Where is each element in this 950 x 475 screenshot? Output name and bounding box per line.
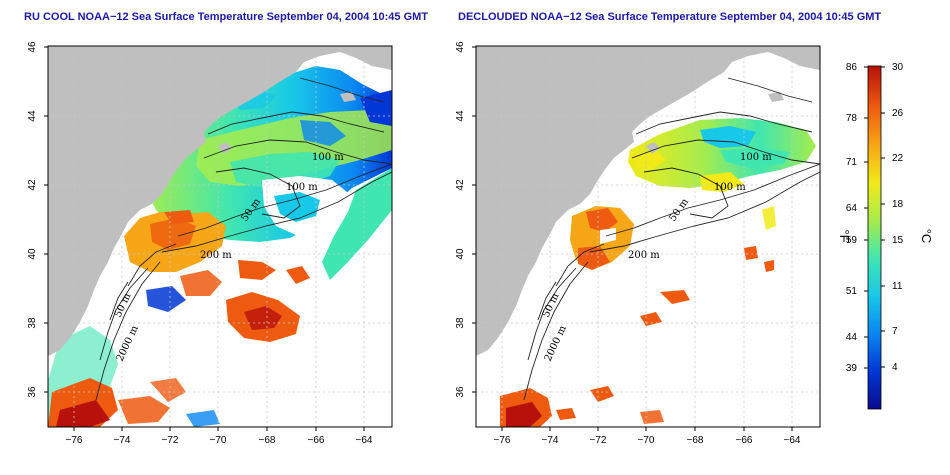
left-map-frame bbox=[47, 45, 393, 428]
right-sst-field bbox=[476, 108, 816, 427]
right-grid-lines bbox=[476, 46, 820, 427]
left-contour-label: 100 m bbox=[286, 182, 318, 193]
y-tick-label: 36 bbox=[455, 386, 466, 398]
celsius-unit-label: °C bbox=[919, 229, 934, 244]
right-contour-label: 100 m bbox=[740, 152, 772, 163]
right-axis-ticks bbox=[472, 46, 793, 431]
right-map-panel: 100 m 100 m 50 m 200 m 50 m 2000 m −76 −… bbox=[455, 41, 821, 446]
celsius-tick-label: 18 bbox=[892, 199, 904, 210]
celsius-tick-label: 26 bbox=[892, 108, 904, 119]
right-bathymetry-contours bbox=[523, 77, 820, 401]
temperature-colorbar: 86 78 71 64 59 51 44 39 30 26 22 18 15 1… bbox=[837, 62, 934, 410]
y-tick-label: 42 bbox=[455, 179, 466, 191]
right-y-axis: 36 38 40 42 44 46 bbox=[455, 41, 466, 398]
celsius-tick-label: 22 bbox=[892, 153, 904, 164]
left-axis-ticks bbox=[44, 46, 365, 431]
celsius-tick-label: 4 bbox=[892, 362, 898, 373]
right-land-mass bbox=[476, 46, 820, 356]
right-contour-label: 100 m bbox=[714, 182, 746, 193]
y-tick-label: 40 bbox=[27, 248, 38, 260]
right-contour-label: 200 m bbox=[628, 250, 660, 261]
x-tick-label: −70 bbox=[638, 435, 655, 446]
fahrenheit-tick-label: 39 bbox=[846, 363, 858, 374]
y-tick-label: 38 bbox=[27, 317, 38, 329]
celsius-ticks: 30 26 22 18 15 11 7 4 bbox=[892, 62, 904, 373]
x-tick-label: −64 bbox=[784, 435, 801, 446]
x-tick-label: −74 bbox=[542, 435, 559, 446]
y-tick-label: 40 bbox=[455, 248, 466, 260]
fahrenheit-tick-label: 44 bbox=[846, 332, 858, 343]
fahrenheit-tick-label: 59 bbox=[846, 235, 858, 246]
celsius-tick-label: 15 bbox=[892, 235, 904, 246]
y-tick-label: 46 bbox=[27, 41, 38, 53]
x-tick-label: −68 bbox=[687, 435, 704, 446]
y-tick-label: 38 bbox=[455, 317, 466, 329]
left-contour-label: 200 m bbox=[200, 250, 232, 261]
x-tick-label: −76 bbox=[494, 435, 511, 446]
y-tick-label: 42 bbox=[27, 179, 38, 191]
x-tick-label: −66 bbox=[308, 435, 325, 446]
y-tick-label: 44 bbox=[27, 110, 38, 122]
x-tick-label: −74 bbox=[114, 435, 131, 446]
left-map-title: RU COOL NOAA−12 Sea Surface Temperature … bbox=[24, 11, 429, 23]
celsius-tick-label: 11 bbox=[892, 281, 903, 292]
left-grid-lines bbox=[48, 46, 392, 427]
right-map-frame bbox=[475, 45, 821, 428]
fahrenheit-tick-label: 51 bbox=[846, 286, 858, 297]
colorbar-gradient bbox=[868, 66, 881, 409]
y-tick-label: 36 bbox=[27, 386, 38, 398]
colorbar-frame bbox=[867, 65, 882, 410]
celsius-tick-label: 30 bbox=[892, 62, 904, 73]
x-tick-label: −64 bbox=[356, 435, 373, 446]
left-y-axis: 36 38 40 42 44 46 bbox=[27, 41, 38, 398]
left-bathymetry-contours bbox=[95, 77, 392, 401]
x-tick-label: −72 bbox=[590, 435, 607, 446]
fahrenheit-unit-label: °F bbox=[837, 229, 852, 242]
x-tick-label: −66 bbox=[736, 435, 753, 446]
x-tick-label: −76 bbox=[66, 435, 83, 446]
fahrenheit-ticks: 86 78 71 64 59 51 44 39 bbox=[846, 62, 858, 374]
y-tick-label: 46 bbox=[455, 41, 466, 53]
x-tick-label: −68 bbox=[259, 435, 276, 446]
x-tick-label: −70 bbox=[210, 435, 227, 446]
x-tick-label: −72 bbox=[162, 435, 179, 446]
left-map-panel: 100 m 100 m 50 m 200 m 50 m 2000 m −76 −… bbox=[27, 41, 393, 446]
fahrenheit-tick-label: 64 bbox=[846, 203, 858, 214]
left-land-mass bbox=[48, 46, 392, 356]
left-x-axis: −76 −74 −72 −70 −68 −66 −64 bbox=[66, 435, 373, 446]
celsius-tick-label: 7 bbox=[892, 326, 898, 337]
y-tick-label: 44 bbox=[455, 110, 466, 122]
right-map-title: DECLOUDED NOAA−12 Sea Surface Temperatur… bbox=[458, 11, 882, 23]
fahrenheit-tick-label: 71 bbox=[846, 157, 858, 168]
left-contour-label: 100 m bbox=[312, 152, 344, 163]
right-x-axis: −76 −74 −72 −70 −68 −66 −64 bbox=[494, 435, 801, 446]
fahrenheit-tick-label: 86 bbox=[846, 62, 858, 73]
fahrenheit-tick-label: 78 bbox=[846, 113, 858, 124]
